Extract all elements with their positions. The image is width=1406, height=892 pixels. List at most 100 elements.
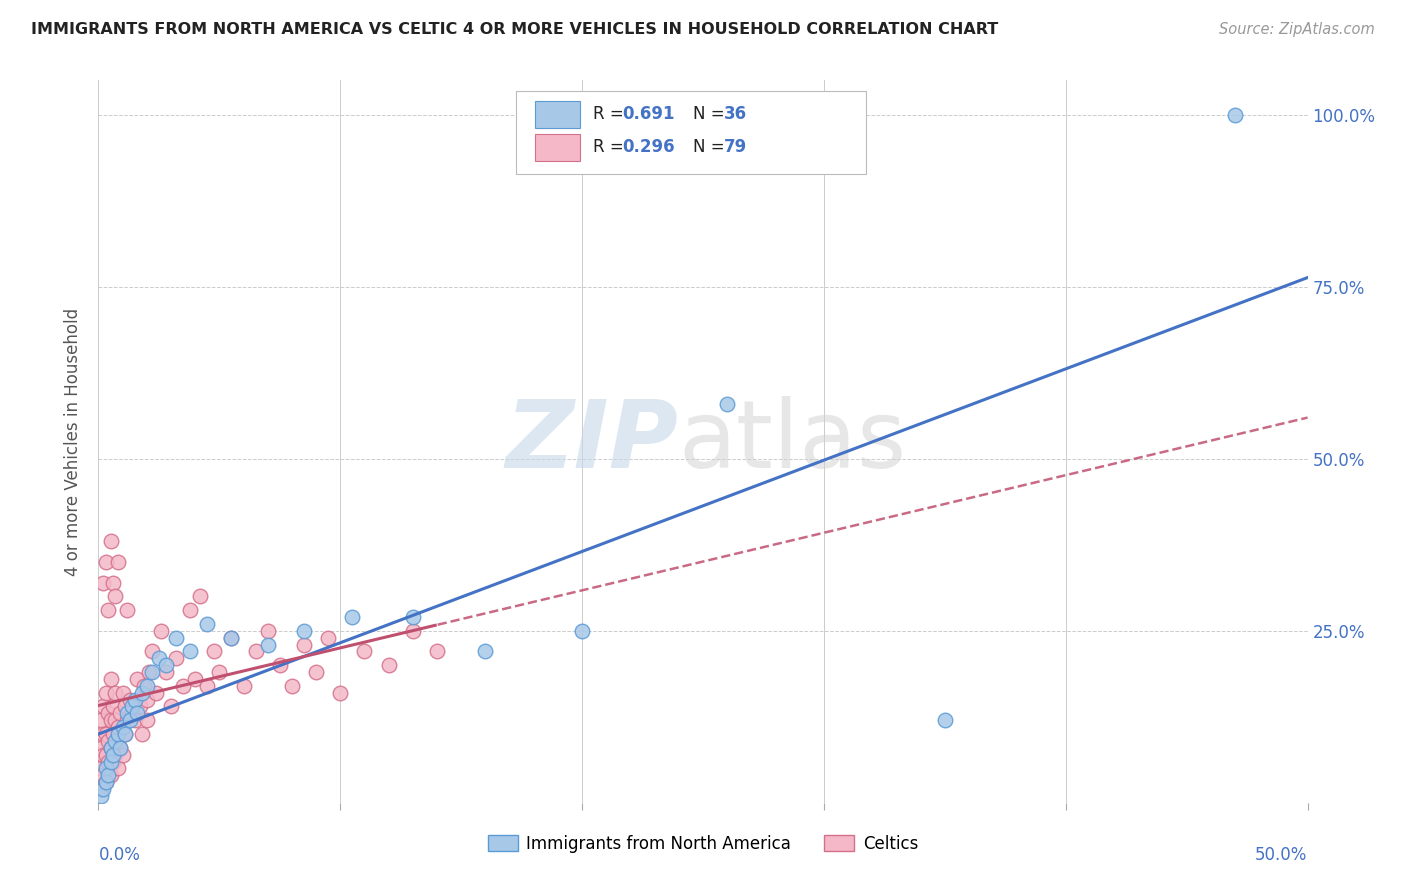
Point <box>402 610 425 624</box>
Point <box>94 686 117 700</box>
Point <box>172 679 194 693</box>
Point <box>121 706 143 721</box>
Point <box>342 610 364 624</box>
Point <box>316 631 339 645</box>
Point <box>131 686 153 700</box>
Point <box>118 692 141 706</box>
Point <box>97 706 120 721</box>
Point <box>934 713 956 727</box>
Point <box>127 672 149 686</box>
Point <box>117 713 139 727</box>
Point <box>188 590 211 604</box>
Point <box>90 761 112 775</box>
Point <box>91 575 114 590</box>
Point <box>100 534 122 549</box>
Point <box>104 590 127 604</box>
Point <box>208 665 231 679</box>
Point <box>104 734 127 748</box>
Point <box>124 713 146 727</box>
Point <box>245 644 267 658</box>
Point <box>100 755 122 769</box>
Point <box>269 658 291 673</box>
Point <box>101 747 124 762</box>
Point <box>107 720 129 734</box>
Point <box>256 624 278 638</box>
Text: N =: N = <box>693 105 730 123</box>
Point <box>94 761 117 775</box>
Text: 50.0%: 50.0% <box>1256 847 1308 864</box>
Point <box>114 727 136 741</box>
Point <box>571 624 593 638</box>
Point <box>426 644 449 658</box>
Point <box>131 727 153 741</box>
Point <box>97 734 120 748</box>
Point <box>232 679 254 693</box>
Point <box>292 624 315 638</box>
Point <box>90 740 112 755</box>
Point <box>107 727 129 741</box>
Point <box>135 692 157 706</box>
Text: Source: ZipAtlas.com: Source: ZipAtlas.com <box>1219 22 1375 37</box>
Point <box>100 713 122 727</box>
Point <box>100 768 122 782</box>
FancyBboxPatch shape <box>534 101 579 128</box>
Point <box>127 706 149 721</box>
Point <box>184 672 207 686</box>
Point <box>281 679 304 693</box>
Point <box>90 789 112 803</box>
Point <box>111 686 134 700</box>
Point <box>160 699 183 714</box>
Legend: Immigrants from North America, Celtics: Immigrants from North America, Celtics <box>481 828 925 860</box>
Text: 79: 79 <box>724 138 747 156</box>
Point <box>134 679 156 693</box>
Point <box>155 665 177 679</box>
Point <box>141 665 163 679</box>
Point <box>100 740 122 755</box>
Point <box>94 747 117 762</box>
Point <box>97 768 120 782</box>
Point <box>94 775 117 789</box>
Point <box>101 727 124 741</box>
Text: IMMIGRANTS FROM NORTH AMERICA VS CELTIC 4 OR MORE VEHICLES IN HOUSEHOLD CORRELAT: IMMIGRANTS FROM NORTH AMERICA VS CELTIC … <box>31 22 998 37</box>
Point <box>94 775 117 789</box>
Point <box>474 644 496 658</box>
Point <box>104 713 127 727</box>
Point <box>305 665 328 679</box>
Text: ZIP: ZIP <box>506 395 679 488</box>
Point <box>195 679 218 693</box>
Point <box>402 624 425 638</box>
Point <box>97 755 120 769</box>
Point <box>107 761 129 775</box>
Point <box>114 727 136 741</box>
Point <box>138 665 160 679</box>
Point <box>90 782 112 797</box>
Point <box>329 686 352 700</box>
Point <box>716 397 738 411</box>
Point <box>108 706 131 721</box>
Point <box>90 713 112 727</box>
Point <box>117 603 139 617</box>
Point <box>104 686 127 700</box>
Point <box>101 755 124 769</box>
Point <box>107 555 129 569</box>
Point <box>204 644 226 658</box>
Text: 0.296: 0.296 <box>621 138 675 156</box>
Point <box>104 747 127 762</box>
Point <box>148 651 170 665</box>
Point <box>145 686 167 700</box>
Point <box>94 555 117 569</box>
Point <box>292 638 315 652</box>
Point <box>150 624 173 638</box>
Point <box>179 644 201 658</box>
Text: 0.0%: 0.0% <box>98 847 141 864</box>
FancyBboxPatch shape <box>516 91 866 174</box>
Point <box>100 740 122 755</box>
Point <box>135 713 157 727</box>
Point <box>256 638 278 652</box>
Point <box>155 658 177 673</box>
Point <box>221 631 243 645</box>
Point <box>118 713 141 727</box>
Point <box>377 658 399 673</box>
Point <box>121 699 143 714</box>
Point <box>94 727 117 741</box>
